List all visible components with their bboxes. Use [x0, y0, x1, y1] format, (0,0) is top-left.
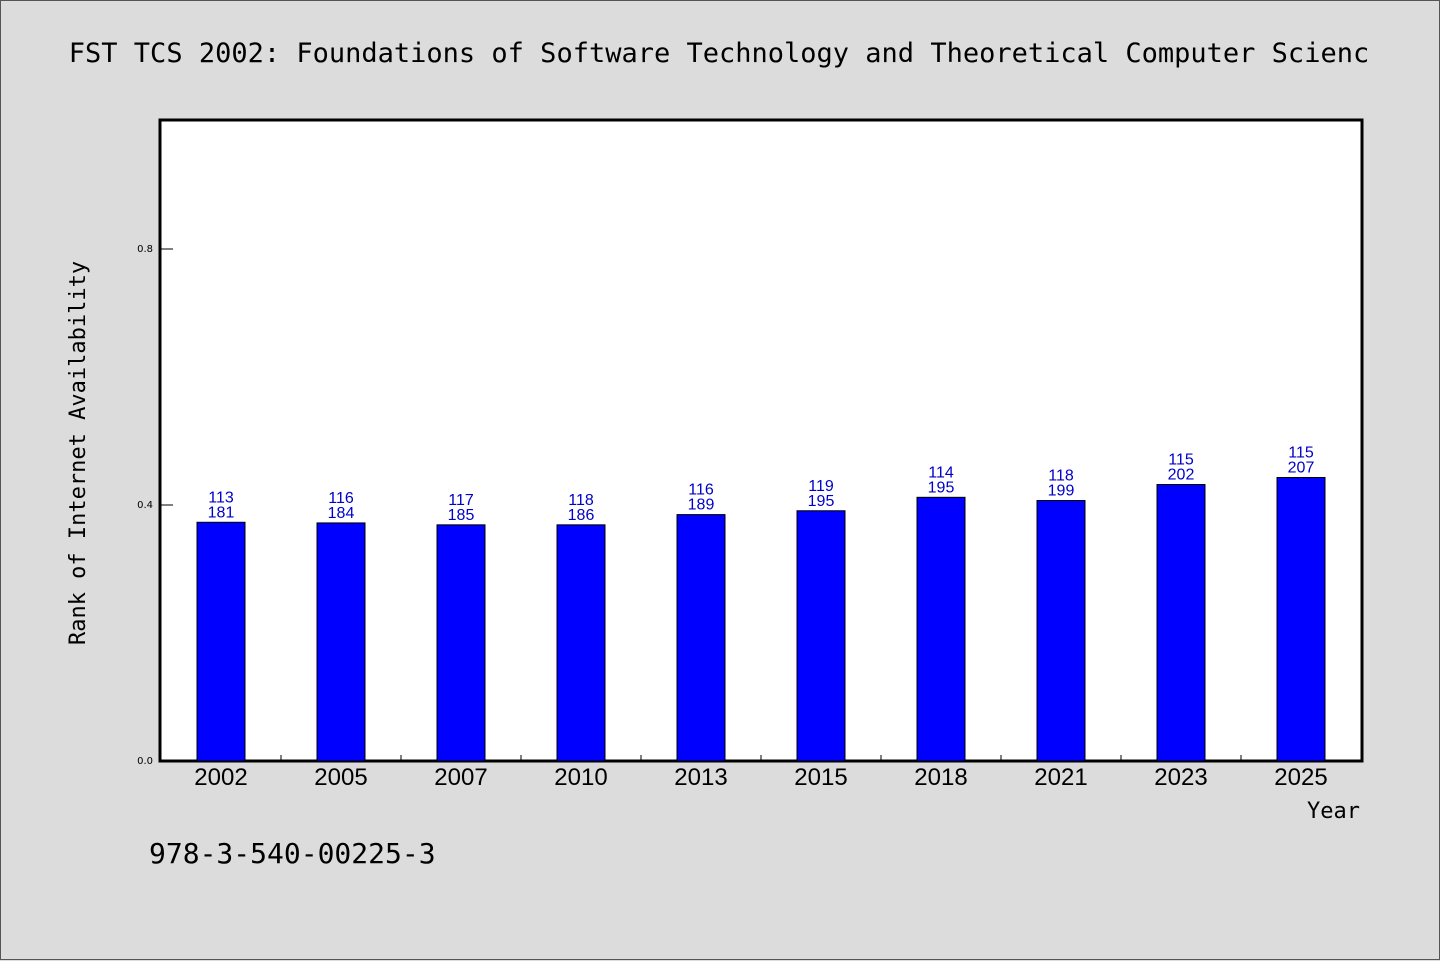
x-tick-label: 2021 — [1034, 764, 1087, 791]
x-tick-label: 2010 — [554, 764, 607, 791]
bar-label-top: 118 — [1048, 468, 1074, 485]
bar — [556, 524, 606, 762]
bar — [676, 514, 726, 762]
y-tick-label: 0.4 — [137, 500, 153, 511]
bar-label-top: 118 — [568, 492, 594, 509]
bar — [196, 521, 246, 762]
x-tick-label: 2023 — [1154, 764, 1207, 791]
x-tick-label: 2005 — [314, 764, 367, 791]
bar — [1036, 500, 1086, 762]
bar-label-top: 117 — [448, 492, 474, 509]
x-tick-label: 2025 — [1274, 764, 1327, 791]
bar-label-top: 113 — [208, 489, 234, 506]
y-tick-label: 0.0 — [137, 756, 153, 767]
x-tick-label: 2015 — [794, 764, 847, 791]
bar — [1156, 484, 1206, 762]
bar-label-bottom: 185 — [448, 507, 475, 524]
bar-label-bottom: 199 — [1048, 483, 1075, 500]
chart-title: FST TCS 2002: Foundations of Software Te… — [69, 38, 1369, 69]
bar-label-bottom: 202 — [1168, 467, 1195, 484]
x-tick-label: 2018 — [914, 764, 967, 791]
x-tick-label: 2007 — [434, 764, 487, 791]
bar-label-top: 116 — [328, 490, 354, 507]
bar-label-bottom: 184 — [328, 505, 355, 522]
bar — [1276, 476, 1326, 762]
bar-label-bottom: 195 — [928, 479, 955, 496]
bars-group — [196, 476, 1326, 762]
y-axis-label: Rank of Internet Availability — [66, 261, 91, 645]
x-axis-label: Year — [1307, 799, 1360, 824]
bar — [796, 510, 846, 762]
x-axis-ticks: 2002 2005 2007 2010 2013 2015 2018 2021 2023 2025 — [194, 755, 1328, 791]
bar — [316, 522, 366, 762]
isbn-text: 978-3-540-00225-3 — [149, 837, 436, 870]
bar — [916, 496, 966, 762]
bar — [436, 524, 486, 762]
bar-label-bottom: 181 — [208, 504, 235, 521]
bar-label-top: 115 — [1288, 444, 1314, 461]
bar-label-top: 119 — [808, 478, 834, 495]
bar-label-top: 116 — [688, 482, 714, 499]
bar-label-bottom: 195 — [808, 493, 835, 510]
bar-label-bottom: 186 — [568, 507, 595, 524]
bar-label-top: 115 — [1168, 452, 1194, 469]
bar-label-top: 114 — [928, 464, 954, 481]
bar-label-bottom: 189 — [688, 497, 715, 514]
x-tick-label: 2002 — [194, 764, 247, 791]
bar-label-bottom: 207 — [1288, 459, 1315, 476]
y-axis-ticks: 0.0 0.4 0.8 — [137, 244, 173, 767]
y-tick-label: 0.8 — [137, 244, 153, 255]
bar-labels-group: 1131811161841171851181861161891191951141… — [208, 444, 1315, 523]
x-tick-label: 2013 — [674, 764, 727, 791]
